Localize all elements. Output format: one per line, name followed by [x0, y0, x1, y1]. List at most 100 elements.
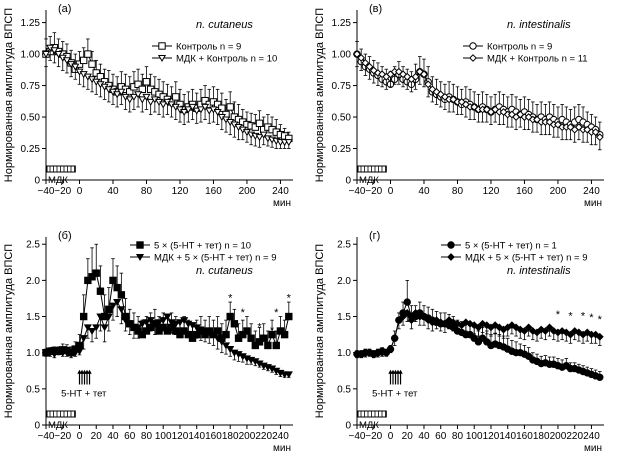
data-point: [221, 342, 231, 350]
data-point: [92, 324, 101, 332]
data-point: [138, 85, 146, 94]
data-point: [126, 88, 134, 96]
data-point: [255, 134, 264, 142]
y-tick-label: 0.5: [337, 384, 351, 395]
legend-entry: МДК + 5 × (5-HT + тет) n = 9: [154, 253, 277, 264]
data-point: [554, 120, 562, 129]
data-point: [259, 334, 268, 342]
chart-panel: 0 0.25 0.50 0.75 1.00 1.25 −40 −20 0 40 80 120 160 20…: [3, 3, 293, 209]
x-tick-label: −20: [54, 431, 71, 442]
x-tick-label: 40: [107, 431, 119, 442]
x-tick-label: 240: [272, 431, 289, 442]
x-tick-label: 120: [172, 186, 189, 197]
panel-title: n. cutaneus: [196, 19, 253, 31]
data-point: [243, 327, 251, 335]
data-point: [369, 66, 378, 75]
data-point: [135, 253, 145, 262]
x-tick-label: 160: [205, 186, 222, 197]
data-point: [570, 327, 579, 335]
data-point: [92, 269, 100, 277]
data-point: [411, 309, 420, 317]
data-point: [71, 349, 80, 357]
y-tick-label: 0: [345, 421, 351, 432]
stimulus-label: 5-HT + тет: [61, 389, 107, 400]
chart-panel: 0 0.5 1.0 1.5 2.0 2.5 −40 −20 0 20 40 60 80 100 120 140…: [3, 230, 293, 451]
y-tick-label: 2.0: [337, 276, 351, 287]
data-point: [62, 57, 71, 65]
data-point: [171, 320, 180, 328]
data-point: [188, 103, 197, 112]
data-point: [138, 320, 147, 328]
data-point: [113, 91, 122, 99]
data-point: [226, 346, 235, 354]
y-tick-label: 0.25: [21, 144, 41, 155]
drug-bar-label: МДК: [359, 175, 379, 186]
data-point: [226, 312, 234, 321]
data-point: [251, 123, 260, 131]
data-series: [42, 32, 293, 143]
y-axis-title: Нормированная амплитуда ВПСП: [3, 244, 15, 419]
data-point: [549, 327, 558, 335]
data-point: [445, 316, 454, 325]
data-point: [172, 93, 180, 101]
data-point: [117, 88, 126, 96]
x-tick-label: 220: [566, 431, 583, 442]
data-point: [154, 319, 164, 327]
x-tick-label: 180: [222, 431, 239, 442]
x-tick-label: −40: [349, 186, 366, 197]
data-point: [268, 330, 276, 339]
data-point: [109, 276, 117, 285]
drug-application-bar: [357, 165, 387, 173]
y-tick-label: 1.00: [332, 50, 352, 61]
x-tick-label: 20: [402, 431, 414, 442]
data-point: [457, 98, 466, 106]
data-point: [88, 60, 96, 68]
x-tick-label: −20: [54, 186, 71, 197]
significance-star: *: [274, 307, 279, 319]
x-tick-label: 80: [452, 186, 464, 197]
x-tick-label: 0: [388, 431, 394, 442]
y-tick-label: 1.5: [337, 312, 351, 323]
significance-star: *: [287, 292, 292, 304]
legend-entry: Контроль n = 9: [176, 42, 241, 53]
panel-letter: (а): [58, 3, 71, 15]
significance-star: *: [556, 309, 561, 321]
data-series: [41, 44, 293, 149]
data-point: [469, 42, 477, 50]
y-tick-label: 0: [34, 176, 40, 187]
legend-entry: Контроль n = 9: [487, 42, 552, 53]
data-point: [134, 91, 143, 99]
x-tick-label: 60: [435, 431, 447, 442]
data-point: [205, 107, 214, 115]
chart-panel: 0 0.5 1.0 1.5 2.0 2.5 −40 −20 0 20 40 60 80 100 120 140…: [314, 230, 604, 451]
data-point: [92, 69, 100, 77]
data-point: [420, 70, 428, 79]
data-point: [516, 110, 525, 119]
data-point: [201, 96, 209, 105]
significance-star: *: [581, 311, 586, 323]
data-point: [230, 320, 239, 328]
x-tick-label: 80: [141, 186, 153, 197]
data-point: [87, 327, 97, 336]
legend-entry: МДК + Контроль n = 11: [487, 54, 588, 65]
data-point: [469, 54, 477, 62]
data-point: [157, 54, 167, 63]
data-point: [447, 253, 455, 261]
data-point: [507, 110, 516, 119]
data-point: [96, 73, 105, 81]
x-tick-label: 0: [388, 186, 394, 197]
x-tick-label: −40: [349, 431, 366, 442]
data-point: [113, 283, 121, 292]
data-point: [117, 291, 126, 299]
y-tick-label: 0.5: [26, 384, 40, 395]
data-point: [184, 106, 193, 114]
x-tick-label: 40: [418, 186, 430, 197]
data-point: [134, 324, 143, 332]
y-tick-label: 1.25: [21, 18, 41, 29]
x-tick-label: 0: [77, 431, 83, 442]
x-tick-label: 120: [483, 431, 500, 442]
